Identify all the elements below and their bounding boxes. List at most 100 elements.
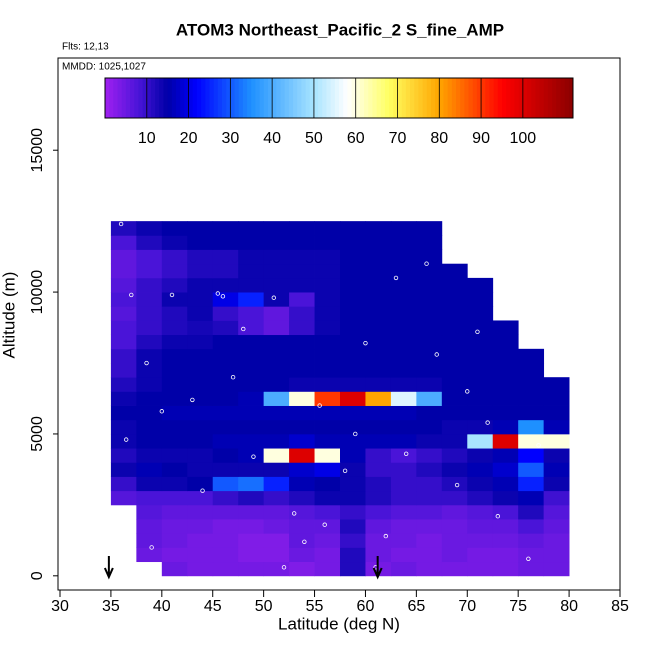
colorbar-segment xyxy=(155,78,160,118)
heatmap-cell xyxy=(314,334,341,350)
x-tick-label: 45 xyxy=(204,598,222,615)
heatmap-cell xyxy=(416,235,443,250)
colorbar-segment xyxy=(251,78,256,118)
heatmap-cell xyxy=(187,490,214,506)
x-tick-label: 65 xyxy=(407,598,425,615)
heatmap-cell xyxy=(441,320,468,336)
heatmap-cell xyxy=(187,249,214,265)
x-tick-label: 40 xyxy=(153,598,171,615)
heatmap-cell xyxy=(238,533,265,548)
colorbar-tick-label: 100 xyxy=(510,130,537,147)
colorbar-segment xyxy=(456,78,461,118)
colorbar-segment xyxy=(460,78,465,118)
heatmap-cell xyxy=(492,490,519,506)
heatmap-cell xyxy=(187,419,214,435)
heatmap-cell xyxy=(467,320,494,336)
heatmap-cell xyxy=(340,448,366,463)
x-tick-label: 85 xyxy=(611,598,629,615)
sample-point xyxy=(495,514,501,519)
colorbar-segment xyxy=(146,78,152,118)
heatmap-cell xyxy=(238,462,265,477)
heatmap-cell xyxy=(238,547,265,563)
heatmap-cell xyxy=(263,377,290,392)
heatmap-cell xyxy=(161,334,188,350)
colorbar-segment xyxy=(205,78,210,118)
heatmap-cell xyxy=(390,235,417,250)
colorbar-segment xyxy=(301,78,307,118)
heatmap-cell xyxy=(161,433,188,449)
heatmap-cell xyxy=(314,292,341,307)
heatmap-cell xyxy=(416,547,443,563)
colorbar-segment xyxy=(372,78,378,118)
heatmap-cell xyxy=(365,504,392,520)
heatmap-cell xyxy=(390,377,417,392)
colorbar-segment xyxy=(414,78,419,118)
colorbar-segment xyxy=(293,78,298,118)
sample-point xyxy=(144,360,149,366)
heatmap-cell xyxy=(467,405,494,421)
x-tick-label: 60 xyxy=(357,598,375,615)
heatmap-cell xyxy=(365,547,392,563)
heatmap-cell xyxy=(441,306,468,321)
heatmap-cell xyxy=(416,504,443,520)
heatmap-cell xyxy=(136,504,163,520)
heatmap-cell xyxy=(187,320,214,336)
heatmap-cell xyxy=(289,263,315,279)
colorbar-segment xyxy=(176,78,181,118)
sample-point xyxy=(317,403,322,408)
colorbar-segment xyxy=(464,78,470,118)
colorbar-tick-label: 30 xyxy=(221,130,239,147)
heatmap-cell xyxy=(161,306,188,321)
heatmap-cell xyxy=(238,235,265,250)
colorbar-segment xyxy=(543,78,549,118)
heatmap-cell xyxy=(263,533,290,548)
heatmap-cell xyxy=(416,334,443,350)
sample-point xyxy=(363,340,368,346)
heatmap-cell xyxy=(314,405,341,421)
heatmap-cell xyxy=(212,519,239,534)
sample-point xyxy=(215,291,221,296)
heatmap-cell xyxy=(110,249,137,265)
heatmap-cell xyxy=(238,363,265,378)
heatmap-cell xyxy=(441,490,468,506)
colorbar-segment xyxy=(401,78,407,118)
heatmap-cell xyxy=(365,249,392,265)
heatmap-cell xyxy=(212,561,239,577)
heatmap-cell xyxy=(212,433,239,449)
heatmap-cell xyxy=(441,519,468,534)
heatmap-cell xyxy=(161,476,188,492)
heatmap-cell xyxy=(263,320,290,336)
heatmap-cell xyxy=(365,490,392,506)
colorbar-segment xyxy=(226,78,231,118)
heatmap-cell xyxy=(518,504,545,520)
heatmap-cell xyxy=(187,519,214,534)
heatmap-cell xyxy=(492,476,519,492)
colorbar-segment xyxy=(368,78,373,118)
colorbar-segment xyxy=(134,78,139,118)
colorbar-segment xyxy=(255,78,261,118)
heatmap-cell xyxy=(543,462,570,477)
colorbar-segment xyxy=(443,78,449,118)
heatmap-cell xyxy=(416,320,443,336)
heatmap-cell xyxy=(263,547,290,563)
colorbar-segment xyxy=(247,78,252,118)
colorbar-segment xyxy=(410,78,415,118)
colorbar-segment xyxy=(384,78,390,118)
heatmap-cell xyxy=(263,433,290,449)
heatmap-cell xyxy=(467,476,494,492)
flight-arrow xyxy=(103,556,114,580)
heatmap-cell xyxy=(263,519,290,534)
colorbar-segment xyxy=(426,78,432,118)
heatmap-cell xyxy=(340,277,366,293)
heatmap-cell xyxy=(314,277,341,293)
heatmap-cell xyxy=(518,419,545,435)
colorbar-segment xyxy=(163,78,169,118)
heatmap-cell xyxy=(365,221,392,236)
heatmap-cell xyxy=(263,292,290,307)
heatmap-cell xyxy=(289,476,315,492)
heatmap-cell xyxy=(289,363,315,378)
heatmap-cell xyxy=(365,533,392,548)
sample-point xyxy=(454,482,460,488)
heatmap-cell xyxy=(467,519,494,534)
heatmap-cell xyxy=(289,348,315,364)
